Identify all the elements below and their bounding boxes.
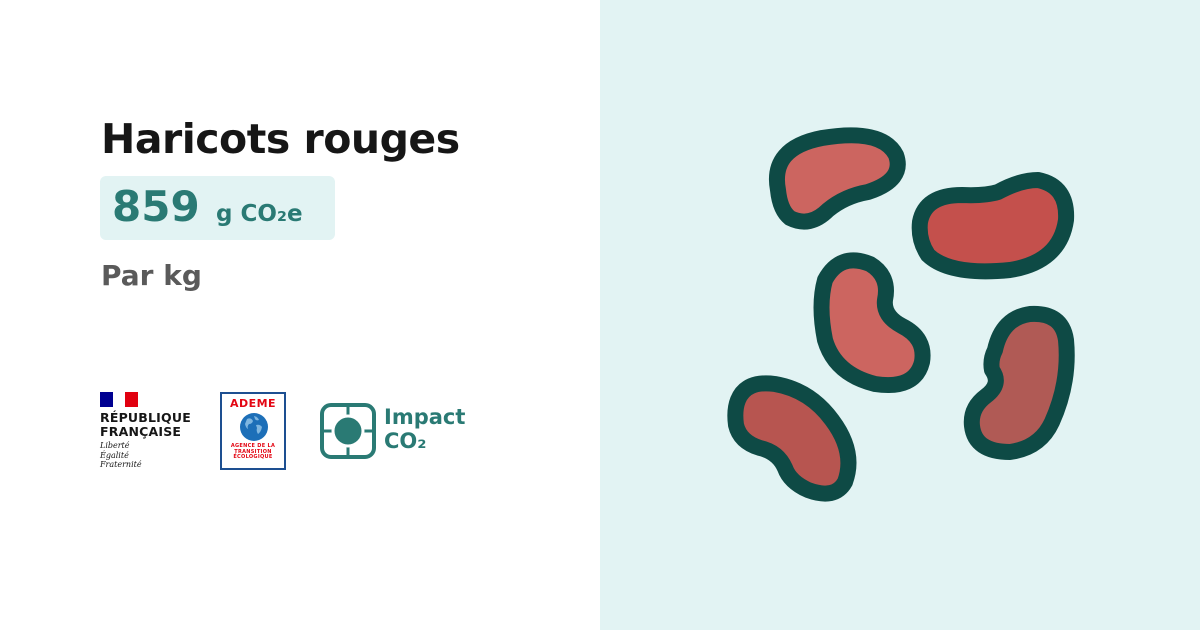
french-flag-icon <box>100 392 139 407</box>
globe-icon <box>240 413 268 441</box>
ademe-logo: ADEME AGENCE DE LA TRANSITION ÉCOLOGIQUE <box>220 392 286 470</box>
ademe-name: ADEME <box>229 397 277 410</box>
ademe-tagline-2: TRANSITION <box>234 448 272 455</box>
bean-5 <box>727 375 857 502</box>
illustration-panel <box>600 0 1200 630</box>
red-beans-icon <box>727 127 1075 502</box>
impact-co2-logo-icon <box>320 403 376 459</box>
product-title: Haricots rouges <box>101 115 460 163</box>
impact-line1: Impact <box>384 405 466 429</box>
republique-line1: RÉPUBLIQUE <box>100 410 191 425</box>
motto-egalite: Égalité <box>100 450 129 460</box>
emission-unit: g CO₂e <box>216 201 303 227</box>
motto-liberte: Liberté <box>100 441 130 450</box>
ademe-tagline-1: AGENCE DE LA <box>230 443 276 449</box>
info-panel: Haricots rouges 859 g CO₂e Par kg RÉPUBL… <box>100 115 466 472</box>
ademe-tagline: AGENCE DE LA TRANSITION ÉCOLOGIQUE <box>222 443 284 461</box>
bean-2 <box>911 172 1075 280</box>
bean-1 <box>769 127 906 230</box>
impact-co2-wordmark: Impact CO₂ <box>384 405 465 453</box>
bean-4 <box>963 305 1075 460</box>
motto-fraternite: Fraternité <box>100 460 142 469</box>
ademe-tagline-3: ÉCOLOGIQUE <box>233 454 273 460</box>
impact-line2: CO₂ <box>384 429 427 453</box>
per-unit-label: Par kg <box>101 259 202 292</box>
emission-value: 859 <box>112 182 200 231</box>
bean-3 <box>813 252 931 393</box>
republique-francaise-logo: RÉPUBLIQUE FRANÇAISE Liberté Égalité Fra… <box>100 392 210 472</box>
emission-value-badge: 859 g CO₂e <box>100 176 335 240</box>
republique-line2: FRANÇAISE <box>100 424 182 439</box>
